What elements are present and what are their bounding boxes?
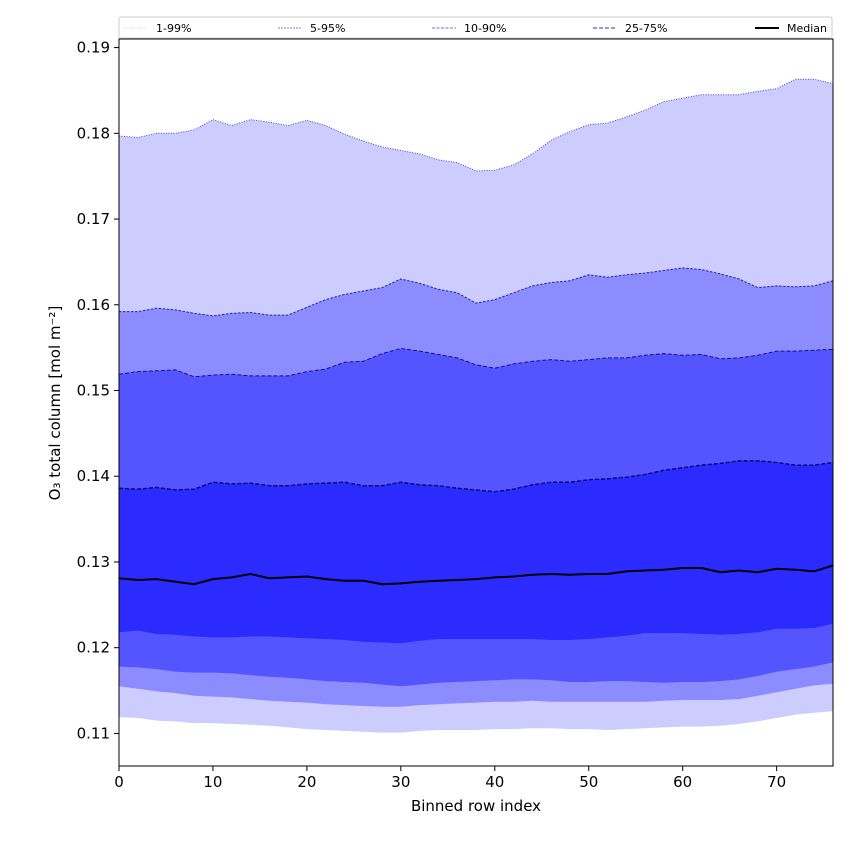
axes-group [118, 38, 834, 767]
x-axis-label: Binned row index [411, 797, 541, 815]
y-tick-label: 0.18 [77, 124, 110, 142]
band-upper-line-5-95 [119, 267, 834, 317]
y-tick-label: 0.15 [77, 381, 110, 399]
median-line [118, 564, 834, 586]
x-ticks: 0 10 20 30 40 50 60 70 [114, 766, 786, 791]
x-tick-label: 20 [297, 773, 316, 791]
y-tick-label: 0.17 [77, 210, 110, 228]
x-tick-label: 40 [485, 773, 504, 791]
y-tick-label: 0.19 [77, 39, 110, 57]
x-tick-label: 50 [579, 773, 598, 791]
y-ticks: 0.11 0.12 0.13 0.14 0.15 0.16 0.17 0.18 0.19 [77, 39, 119, 742]
y-tick-label: 0.12 [77, 639, 110, 657]
legend-box [118, 16, 833, 39]
legend-label: 25-75% [625, 22, 667, 35]
y-tick-label: 0.14 [77, 467, 110, 485]
y-tick-label: 0.11 [77, 724, 110, 742]
x-tick-label: 70 [767, 773, 786, 791]
band-upper-line-25-75 [118, 460, 834, 493]
y-tick-label: 0.16 [77, 296, 110, 314]
bands-group [118, 78, 834, 733]
band-upper-line-1-99 [118, 78, 834, 172]
legend-label: 1-99% [156, 22, 191, 35]
median-group [118, 564, 834, 586]
y-tick-label: 0.13 [77, 553, 110, 571]
x-tick-label: 0 [114, 773, 124, 791]
legend-label: 5-95% [310, 22, 345, 35]
x-tick-label: 30 [391, 773, 410, 791]
legend: 1-99% 5-95% 10-90% 25-75% Median [118, 16, 833, 39]
y-axis-label: O₃ total column [mol m⁻²] [46, 306, 64, 501]
x-tick-label: 10 [203, 773, 222, 791]
plot-frame [118, 38, 834, 767]
legend-label: 10-90% [464, 22, 506, 35]
legend-label: Median [787, 22, 827, 35]
band-upper-line-10-90 [118, 347, 834, 378]
x-tick-label: 60 [673, 773, 692, 791]
band-25-75 [119, 460, 833, 644]
